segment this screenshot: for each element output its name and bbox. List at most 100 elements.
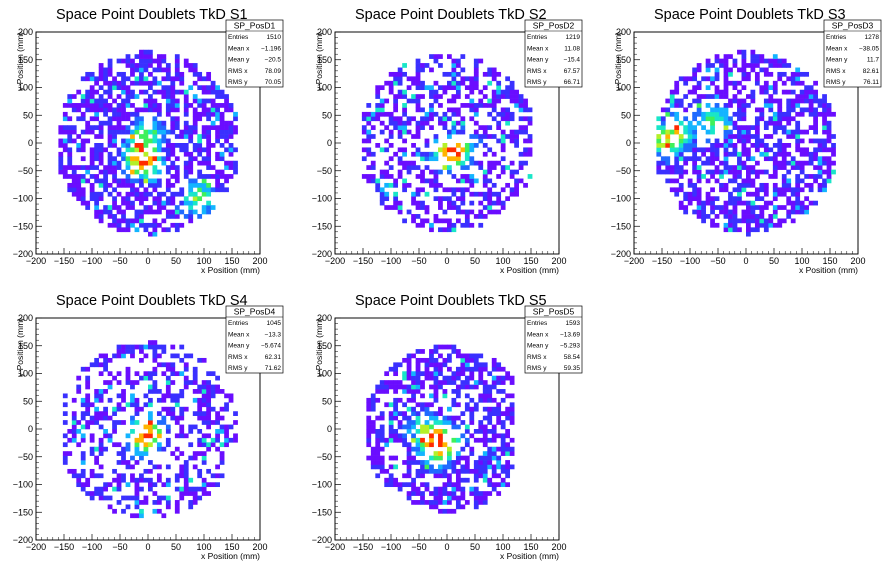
heatmap-cell: [491, 397, 497, 403]
heatmap-cell: [85, 482, 91, 488]
heatmap-cell: [94, 209, 100, 215]
x-tick-label: 50: [470, 542, 480, 552]
heatmap-cell: [415, 429, 421, 434]
heatmap-cell: [415, 174, 421, 179]
histogram-panel-1: −200−200−150−150−100−100−50−500050501001…: [13, 7, 284, 275]
heatmap-cell: [786, 107, 792, 113]
heatmap-cell: [170, 196, 176, 202]
heatmap-cell: [98, 437, 104, 443]
heatmap-cell: [210, 111, 216, 117]
y-tick-label: 200: [317, 313, 332, 323]
heatmap-cell: [696, 94, 702, 99]
heatmap-cell: [687, 143, 693, 148]
heatmap-cell: [116, 460, 122, 465]
heatmap-cell: [411, 134, 416, 139]
heatmap-cell: [447, 482, 452, 488]
heatmap-cell: [746, 63, 751, 68]
x-tick-label: 150: [523, 542, 538, 552]
heatmap-cell: [763, 103, 769, 108]
heatmap-cell: [192, 486, 198, 492]
heatmap-cell: [732, 187, 738, 193]
heatmap-cell: [174, 504, 180, 510]
heatmap-cell: [206, 85, 212, 91]
heatmap-cell: [148, 98, 153, 104]
heatmap-cell: [772, 187, 778, 193]
heatmap-cell: [420, 63, 425, 68]
y-tick-label: 50: [23, 396, 33, 406]
heatmap-cell: [460, 178, 466, 184]
heatmap-cell: [121, 393, 126, 399]
heatmap-cell: [754, 54, 760, 59]
heatmap-cell: [89, 147, 95, 153]
heatmap-cell: [464, 500, 470, 505]
heatmap-cell: [393, 406, 399, 412]
heatmap-cell: [777, 125, 783, 130]
heatmap-cell: [148, 63, 153, 68]
heatmap-cell: [224, 402, 229, 408]
heatmap-cell: [678, 151, 684, 157]
heatmap-cell: [411, 160, 416, 166]
heatmap-cell: [424, 442, 430, 448]
heatmap-cell: [491, 464, 497, 470]
heatmap-cell: [723, 94, 729, 99]
stats-value: −13.69: [560, 331, 580, 338]
heatmap-cell: [768, 218, 774, 224]
heatmap-cell: [482, 429, 488, 434]
heatmap-cell: [375, 103, 381, 108]
heatmap-cell: [94, 178, 100, 184]
heatmap-cell: [393, 433, 399, 439]
heatmap-cell: [215, 182, 220, 188]
heatmap-cell: [714, 169, 720, 175]
heatmap-cell: [737, 107, 742, 113]
y-tick-label: 50: [322, 396, 332, 406]
heatmap-cell: [759, 169, 765, 175]
heatmap-cell: [660, 107, 666, 113]
heatmap-cell: [161, 371, 167, 377]
heatmap-cell: [723, 143, 729, 148]
heatmap-cell: [89, 362, 95, 368]
heatmap-cell: [206, 384, 212, 390]
heatmap-cell: [674, 89, 680, 95]
heatmap-cell: [375, 182, 381, 188]
heatmap-cell: [188, 156, 194, 162]
heatmap-cell: [197, 357, 203, 363]
heatmap-cell: [224, 107, 229, 113]
heatmap-cell: [799, 129, 805, 135]
heatmap-cell: [76, 477, 82, 483]
heatmap-cell: [478, 500, 484, 505]
y-tick-label: −150: [312, 221, 332, 231]
heatmap-cell: [665, 98, 671, 104]
heatmap-cell: [455, 375, 461, 381]
heatmap-cell: [98, 147, 104, 153]
heatmap-cell: [692, 71, 698, 77]
heatmap-cell: [460, 384, 466, 390]
heatmap-cell: [500, 138, 506, 144]
heatmap-cell: [165, 107, 171, 113]
heatmap-cell: [464, 151, 470, 157]
heatmap-cell: [152, 389, 158, 394]
stats-value: 11.7: [867, 57, 880, 64]
heatmap-cell: [705, 214, 711, 219]
heatmap-cell: [723, 58, 729, 64]
heatmap-cell: [719, 111, 724, 117]
heatmap-cell: [210, 371, 216, 377]
heatmap-cell: [692, 138, 698, 144]
heatmap-cell: [692, 156, 698, 162]
heatmap-cell: [156, 103, 162, 108]
heatmap-cell: [696, 156, 702, 162]
heatmap-cell: [121, 178, 126, 184]
heatmap-cell: [370, 174, 376, 179]
heatmap-cell: [460, 200, 466, 206]
heatmap-cell: [790, 89, 796, 95]
heatmap-cell: [165, 94, 171, 99]
heatmap-cell: [148, 486, 153, 492]
heatmap-cell: [813, 200, 818, 206]
heatmap-cell: [143, 151, 149, 157]
heatmap-cell: [161, 446, 167, 452]
heatmap-cell: [388, 143, 394, 148]
heatmap-cell: [411, 482, 416, 488]
heatmap-cell: [188, 67, 194, 73]
heatmap-cell: [714, 196, 720, 202]
heatmap-cell: [505, 393, 511, 399]
